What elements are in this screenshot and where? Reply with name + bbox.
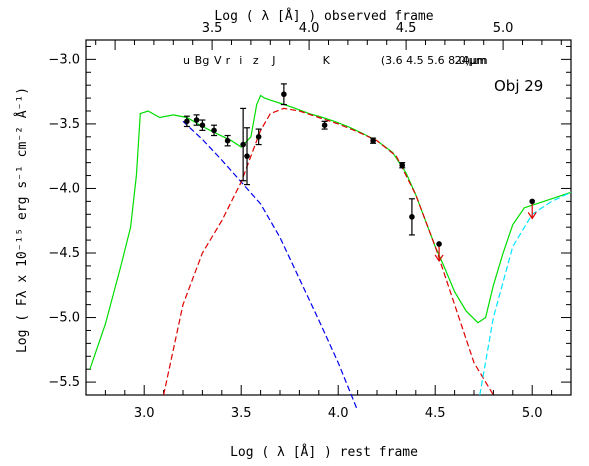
data-point bbox=[224, 137, 231, 144]
data-point bbox=[255, 134, 262, 140]
data-point bbox=[281, 91, 287, 98]
data-point bbox=[321, 122, 328, 128]
x-bottom-tick-label: 4.0 bbox=[328, 406, 349, 421]
x-top-tick-label: 4.0 bbox=[299, 21, 320, 36]
x-bottom-tick-label: 5.0 bbox=[522, 406, 543, 421]
data-point bbox=[370, 137, 376, 144]
x-bottom-tick-label: 4.5 bbox=[425, 406, 446, 421]
y-tick-label: −5.0 bbox=[48, 311, 80, 326]
upper-limit-arrowhead bbox=[527, 212, 537, 220]
data-point bbox=[244, 153, 250, 159]
band-label: K bbox=[323, 54, 331, 67]
band-label: z bbox=[253, 54, 259, 67]
data-point bbox=[409, 214, 415, 220]
data-point bbox=[529, 198, 535, 205]
data-point bbox=[399, 162, 406, 169]
x-top-tick-label: 3.5 bbox=[202, 21, 223, 36]
axis-ticks bbox=[85, 40, 572, 396]
band-label: V bbox=[214, 54, 222, 67]
x-bottom-tick-label: 3.0 bbox=[134, 406, 155, 421]
y-tick-label: −3.5 bbox=[48, 117, 80, 132]
x-top-tick-label: 4.5 bbox=[396, 21, 417, 36]
band-label: (3.6 4.5 5.6 8.0)μm bbox=[381, 54, 488, 67]
band-label: J bbox=[271, 54, 275, 67]
band-label: r bbox=[226, 54, 231, 67]
y-tick-label: −4.5 bbox=[48, 246, 80, 261]
object-label: Obj 29 bbox=[494, 77, 543, 95]
series-line bbox=[182, 120, 359, 411]
tick-labels: 3.03.54.04.55.03.54.04.55.05.5−3.0−3.5−4… bbox=[48, 21, 543, 421]
data-point bbox=[193, 117, 200, 123]
bottom-axis-title: Log ( λ [Å] ) rest frame bbox=[230, 444, 418, 460]
series-layer bbox=[89, 94, 572, 411]
band-label: B bbox=[195, 54, 203, 67]
x-bottom-tick-label: 3.5 bbox=[231, 406, 252, 421]
band-label: 24μm bbox=[455, 54, 487, 67]
y-tick-label: −5.5 bbox=[48, 375, 80, 390]
data-points bbox=[183, 83, 537, 263]
x-top-tick-label: 5.0 bbox=[493, 21, 514, 36]
data-point bbox=[184, 118, 190, 125]
band-label: u bbox=[183, 54, 190, 67]
y-tick-label: −4.0 bbox=[48, 181, 80, 196]
top-axis-title: Log ( λ [Å] ) observed frame bbox=[214, 8, 433, 24]
upper-limit-arrowhead bbox=[434, 254, 444, 263]
y-axis-title: Log ( Fλ x 10⁻¹⁵ erg s⁻¹ cm⁻² Å⁻¹) bbox=[14, 87, 30, 353]
data-point bbox=[199, 122, 206, 128]
series-line bbox=[479, 191, 572, 396]
band-label: g bbox=[202, 54, 209, 67]
data-point bbox=[211, 127, 217, 134]
series-line bbox=[89, 94, 572, 370]
y-tick-label: −3.0 bbox=[48, 52, 80, 67]
series-line bbox=[163, 107, 494, 396]
band-label: i bbox=[239, 54, 242, 67]
data-point bbox=[240, 141, 246, 148]
data-point bbox=[436, 241, 442, 247]
